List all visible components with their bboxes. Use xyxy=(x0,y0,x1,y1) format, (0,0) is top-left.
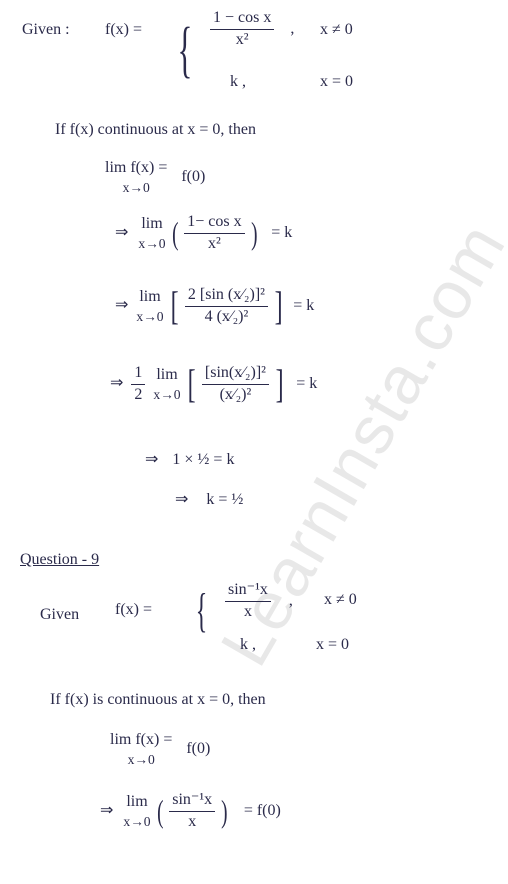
q9-piece2: k , xyxy=(240,635,256,656)
q8-stmt1: If f(x) continuous at x = 0, then xyxy=(55,120,256,141)
q8-piece2: k , xyxy=(230,72,246,93)
q9-lim1: lim f(x) = x→0 f(0) xyxy=(110,730,210,768)
q8-fx: f(x) = xyxy=(105,20,142,41)
q9-piece2-cond: x = 0 xyxy=(316,635,349,656)
q8-piece1-cond: x ≠ 0 xyxy=(320,20,353,41)
q8-brace: { xyxy=(177,10,192,91)
q9-piece1: sin⁻¹x x , xyxy=(225,580,293,623)
q8-step5: ⇒ 1 × ½ = k xyxy=(145,450,234,471)
q8-step3: ⇒ lim x→0 [ 2 [sin (x⁄₂)]² 4 (x⁄₂)² ] = … xyxy=(115,280,314,332)
q9-piece1-cond: x ≠ 0 xyxy=(324,590,357,611)
q8-given-label: Given : xyxy=(22,20,70,41)
q8-lim1: lim f(x) = x→0 f(0) xyxy=(105,158,205,196)
q8-step4: ⇒ 1 2 lim x→0 [ [sin(x⁄₂)]² (x⁄₂)² ] = k xyxy=(110,358,317,410)
q8-piece2-cond: x = 0 xyxy=(320,72,353,93)
q8-piece1: 1 − cos x x² , xyxy=(210,8,294,51)
q9-brace: { xyxy=(196,580,208,642)
handwritten-content: Given : f(x) = { 1 − cos x x² , x ≠ 0 k … xyxy=(0,0,508,40)
q9-step2: ⇒ lim x→0 ( sin⁻¹x x ) = f(0) xyxy=(100,790,281,833)
q9-fx: f(x) = xyxy=(115,600,152,621)
q9-stmt1: If f(x) is continuous at x = 0, then xyxy=(50,690,266,711)
q8-step2: ⇒ lim x→0 ( 1− cos x x² ) = k xyxy=(115,212,292,255)
q9-heading: Question - 9 xyxy=(20,550,99,571)
q8-step6: ⇒ k = ½ xyxy=(175,490,243,511)
q9-given: Given xyxy=(40,605,79,626)
